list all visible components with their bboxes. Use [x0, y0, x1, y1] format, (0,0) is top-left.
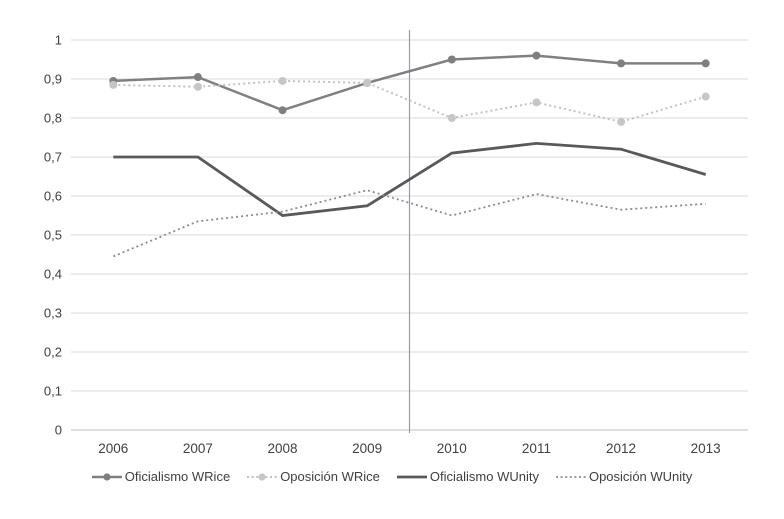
legend-label: Oficialismo WUnity: [429, 469, 539, 484]
legend-item-2: Oposición WRice: [247, 469, 380, 484]
y-tick-label: 0,5: [44, 228, 62, 243]
legend-swatch-icon: [555, 475, 586, 478]
x-tick-label: 2011: [522, 441, 551, 456]
data-point-marker: [278, 106, 287, 115]
y-tick-label: 0,6: [44, 189, 62, 204]
y-tick-label: 0,2: [44, 345, 62, 360]
x-tick-label: 2012: [606, 441, 636, 456]
series-line-3: [113, 141, 707, 217]
legend-item-3: Oficialismo WUnity: [396, 469, 539, 484]
y-tick-label: 0,1: [44, 384, 62, 399]
x-tick-label: 2007: [183, 441, 213, 456]
data-point-marker: [447, 114, 456, 122]
legend-swatch-icon: [91, 472, 122, 481]
legend-label: Oposición WUnity: [588, 469, 693, 484]
data-point-marker: [532, 98, 541, 107]
legend-label: Oposición WRice: [280, 469, 380, 484]
series-line-4: [112, 189, 706, 258]
data-point-marker: [278, 76, 287, 85]
plot-area: 1 0,9 0,8 0,7 0,6 0,5 0,4 0,3 0,2 0,1 0 2006 2007 200…: [44, 30, 748, 456]
data-point-marker: [363, 78, 372, 87]
y-tick-label: 0,8: [44, 111, 62, 126]
data-point-marker: [447, 55, 456, 64]
y-tick-label: 0,9: [44, 72, 62, 87]
legend-swatch-icon: [396, 475, 427, 478]
y-tick-label: 0,3: [44, 306, 62, 321]
data-point-marker: [617, 117, 626, 126]
data-point-marker: [701, 59, 710, 68]
y-tick-label: 1: [55, 33, 62, 48]
y-tick-label: 0: [55, 423, 62, 438]
x-tick-label: 2009: [352, 441, 382, 456]
x-tick-label: 2013: [691, 441, 721, 456]
y-tick-label: 0,7: [44, 150, 62, 165]
legend-item-1: Oficialismo WRice: [91, 469, 231, 484]
data-point-marker: [109, 80, 118, 89]
legend-swatch-icon: [247, 472, 278, 481]
data-point-marker: [193, 82, 202, 91]
series-line-1: [113, 54, 706, 112]
data-point-marker: [617, 59, 626, 68]
data-point-marker: [532, 51, 541, 60]
x-tick-label: 2006: [98, 441, 128, 456]
data-point-marker: [701, 92, 710, 101]
y-tick-label: 0,4: [44, 267, 62, 282]
x-tick-label: 2010: [437, 441, 467, 456]
data-point-marker: [193, 73, 202, 82]
legend: Oficialismo WRice Oposición WRice Oficiali…: [0, 462, 784, 484]
legend-label: Oficialismo WRice: [124, 469, 231, 484]
legend-item-4: Oposición WUnity: [555, 469, 693, 484]
x-tick-label: 2008: [268, 441, 298, 456]
